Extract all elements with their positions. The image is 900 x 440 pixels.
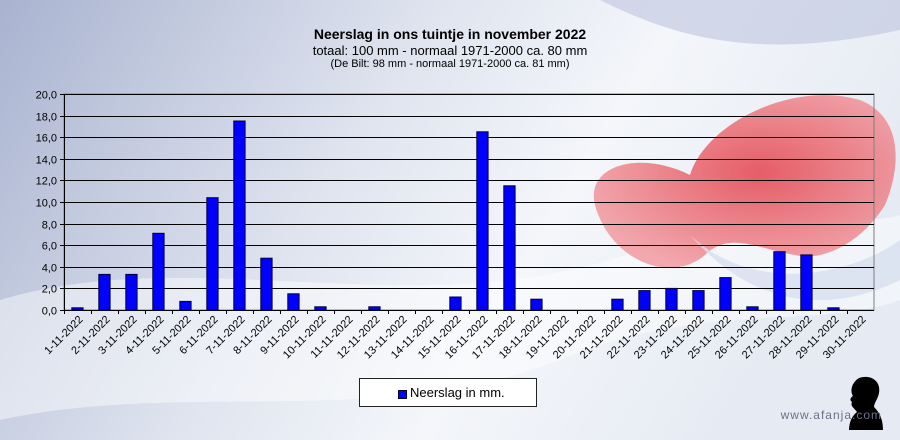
y-tick-label: 6,0 [42, 241, 57, 253]
bar [368, 306, 381, 311]
bar [800, 254, 813, 311]
y-tick-label: 4,0 [42, 263, 57, 275]
y-tick-label: 10,0 [36, 198, 57, 210]
bar [449, 296, 462, 311]
legend-swatch [398, 390, 407, 399]
y-tick-label: 2,0 [42, 284, 57, 296]
bar [152, 232, 165, 311]
legend-label: Neerslag in mm. [410, 385, 505, 400]
y-tick-label: 12,0 [36, 176, 57, 188]
bar [233, 120, 246, 311]
bar [125, 273, 138, 311]
chart-subtitle: totaal: 100 mm - normaal 1971-2000 ca. 8… [312, 43, 588, 58]
bar [773, 251, 786, 311]
bar [503, 185, 516, 311]
bar [179, 300, 192, 311]
bar [665, 287, 678, 311]
bar [746, 306, 759, 311]
chart-subtitle-2: (De Bilt: 98 mm - normaal 1971-2000 ca. … [330, 58, 570, 70]
brand-watermark: www.afanja.com [780, 408, 882, 422]
legend: Neerslag in mm. [359, 378, 537, 407]
y-tick-label: 14,0 [36, 155, 57, 167]
bar [98, 273, 111, 311]
y-tick-label: 8,0 [42, 220, 57, 232]
chart-title: Neerslag in ons tuintje in november 2022 [313, 26, 587, 42]
bar [206, 197, 219, 311]
y-tick-label: 18,0 [36, 112, 57, 124]
bar [530, 298, 543, 311]
y-tick-label: 16,0 [36, 133, 57, 145]
bar [827, 307, 840, 311]
y-tick-label: 20,0 [36, 90, 57, 102]
bar [692, 290, 705, 311]
bar [638, 290, 651, 311]
bar [719, 277, 732, 311]
bar [287, 293, 300, 311]
bar [314, 306, 327, 311]
bar [71, 307, 84, 311]
bar [260, 257, 273, 311]
bar [611, 298, 624, 311]
y-tick-label: 0,0 [42, 306, 57, 318]
bar [476, 131, 489, 311]
profile-silhouette-icon [849, 376, 883, 430]
